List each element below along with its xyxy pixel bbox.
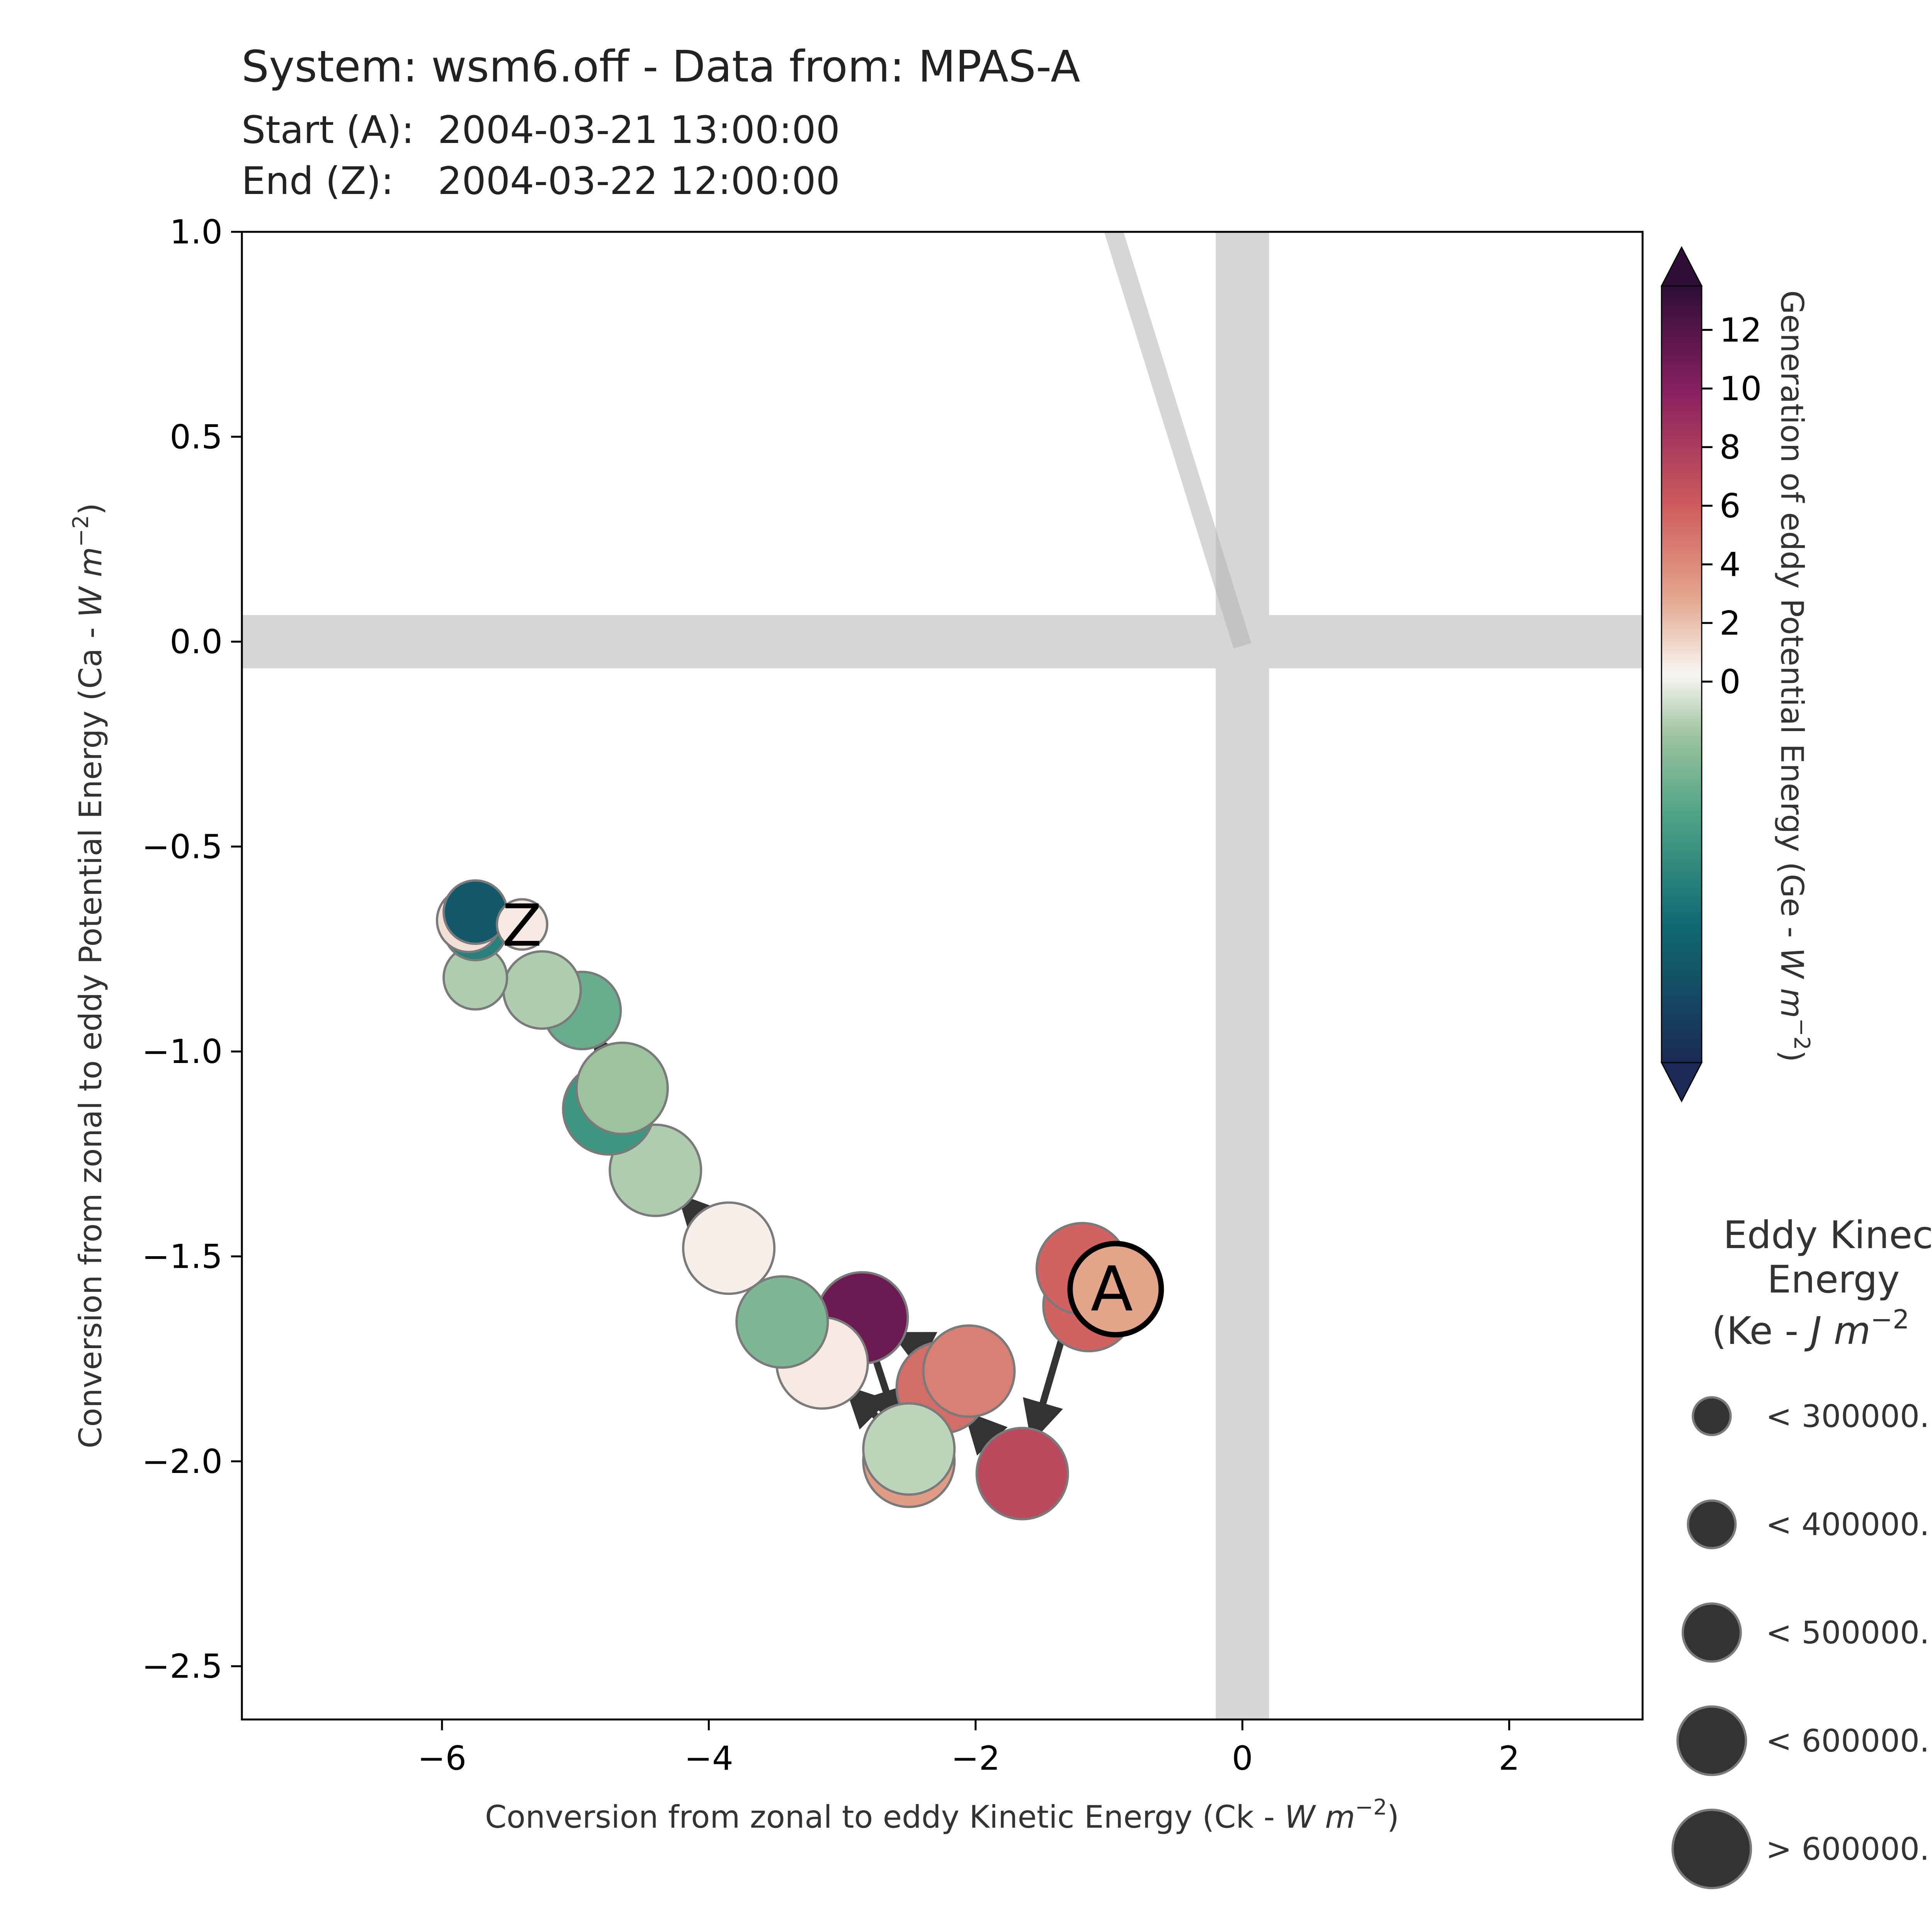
size-legend-marker bbox=[1687, 1499, 1737, 1549]
colorbar-tick-label: 12 bbox=[1719, 311, 1762, 350]
colorbar-tick-label: 8 bbox=[1719, 428, 1741, 467]
x-tick-label: −4 bbox=[684, 1739, 733, 1778]
start-point bbox=[1067, 1241, 1164, 1338]
colorbar-tick-label: 4 bbox=[1719, 546, 1741, 584]
y-tick-label: −0.5 bbox=[142, 828, 223, 866]
end-value: 2004-03-22 12:00:00 bbox=[438, 159, 840, 203]
size-legend-label: < 600000. bbox=[1766, 1723, 1929, 1759]
colorbar-gradient bbox=[1661, 285, 1702, 1063]
end-label: End (Z): bbox=[242, 159, 394, 203]
start-value: 2004-03-21 13:00:00 bbox=[438, 108, 840, 152]
colorbar-tick-label: 6 bbox=[1719, 487, 1741, 526]
data-point bbox=[682, 1201, 776, 1295]
colorbar-ticks: 12 10 8 6 4 2 0 bbox=[1702, 311, 1762, 701]
colorbar-tick-label: 10 bbox=[1719, 369, 1762, 408]
x-tick-label: −2 bbox=[951, 1739, 1000, 1778]
start-end-markers: AZ bbox=[496, 892, 1164, 1338]
colorbar-tick-label: 0 bbox=[1719, 663, 1741, 701]
end-time-line: End (Z): 2004-03-22 12:00:00 bbox=[242, 159, 840, 203]
data-point bbox=[442, 879, 509, 945]
size-legend-marker bbox=[1682, 1602, 1742, 1663]
zero-band-horizontal bbox=[242, 615, 1643, 668]
data-points bbox=[435, 879, 1163, 1520]
size-legend-title-line1: Eddy Kineci bbox=[1723, 1213, 1932, 1257]
size-legend-label: < 300000. bbox=[1766, 1398, 1929, 1434]
colorbar-extend-bottom bbox=[1660, 1062, 1703, 1103]
size-legend-entries: < 300000. < 400000. < 500000. < 600000. > 60… bbox=[1671, 1396, 1929, 1889]
y-tick-label: −2.0 bbox=[142, 1442, 223, 1481]
y-tick-label: 0.5 bbox=[170, 418, 223, 456]
x-tick-label: 2 bbox=[1498, 1739, 1520, 1778]
y-tick-label: 1.0 bbox=[170, 213, 223, 252]
chart-title: System: wsm6.off - Data from: MPAS-A bbox=[242, 42, 1080, 92]
size-legend-marker bbox=[1692, 1396, 1732, 1436]
size-legend-title-line3: (Ke - J m−2 bbox=[1712, 1304, 1909, 1353]
trend-line bbox=[1104, 232, 1252, 649]
plot-frame bbox=[241, 231, 1644, 1721]
size-legend-label: < 500000. bbox=[1766, 1615, 1929, 1651]
start-label: Start (A): bbox=[242, 108, 415, 152]
x-tick-label: −6 bbox=[417, 1739, 466, 1778]
end-point bbox=[496, 898, 548, 951]
size-legend-label: < 400000. bbox=[1766, 1507, 1929, 1543]
data-point bbox=[862, 1402, 956, 1496]
x-axis-label: Conversion from zonal to eddy Kinetic En… bbox=[485, 1795, 1399, 1835]
data-point bbox=[975, 1427, 1069, 1520]
start-time-line: Start (A): 2004-03-21 13:00:00 bbox=[242, 108, 840, 152]
y-axis-label: Conversion from zonal to eddy Potential … bbox=[68, 503, 109, 1449]
start-marker-label: A bbox=[1091, 1253, 1133, 1325]
end-marker-label: Z bbox=[502, 892, 542, 959]
plot-area: AZ bbox=[242, 232, 1643, 1719]
colorbar-label: Generation of eddy Potential Energy (Ge … bbox=[1774, 290, 1814, 1062]
y-tick-label: −1.5 bbox=[142, 1238, 223, 1276]
data-point bbox=[922, 1324, 1016, 1418]
data-point bbox=[575, 1041, 669, 1135]
y-tick-label: 0.0 bbox=[170, 623, 223, 662]
colorbar-extend-top bbox=[1660, 246, 1703, 287]
zero-band-vertical bbox=[1216, 232, 1269, 1719]
size-legend-label: > 600000. bbox=[1766, 1831, 1929, 1867]
y-tick-label: −1.0 bbox=[142, 1032, 223, 1071]
data-point bbox=[502, 950, 582, 1030]
size-legend: Eddy Kineci Energy (Ke - J m−2 < 300000.… bbox=[1671, 1213, 1932, 1889]
x-axis: −6 −4 −2 0 2 bbox=[417, 1719, 1520, 1778]
size-legend-title-line2: Energy bbox=[1767, 1258, 1900, 1302]
data-point bbox=[735, 1275, 829, 1369]
colorbar: 12 10 8 6 4 2 0 Generation of eddy Potential E… bbox=[1660, 246, 1814, 1103]
size-legend-marker bbox=[1676, 1705, 1747, 1776]
size-legend-marker bbox=[1671, 1808, 1752, 1889]
y-axis: 1.0 0.5 0.0 −0.5 −1.0 −1.5 −2.0 −2.5 bbox=[142, 213, 242, 1686]
y-tick-label: −2.5 bbox=[142, 1647, 223, 1686]
colorbar-tick-label: 2 bbox=[1719, 604, 1741, 643]
x-tick-label: 0 bbox=[1232, 1739, 1253, 1778]
